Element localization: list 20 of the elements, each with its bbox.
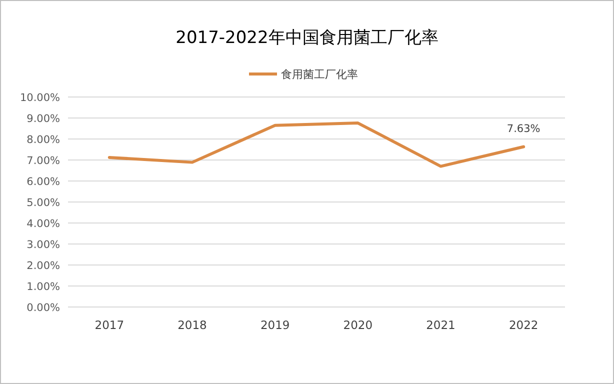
y-tick-label: 6.00% bbox=[26, 176, 60, 188]
y-tick-label: 9.00% bbox=[26, 113, 60, 125]
y-tick-label: 5.00% bbox=[26, 197, 60, 209]
x-tick-label: 2022 bbox=[508, 318, 538, 332]
y-tick-label: 2.00% bbox=[26, 260, 60, 272]
y-tick-label: 7.00% bbox=[26, 155, 60, 167]
y-tick-label: 0.00% bbox=[26, 302, 60, 314]
x-tick-label: 2021 bbox=[426, 318, 456, 332]
x-tick-label: 2018 bbox=[178, 318, 207, 332]
y-tick-label: 3.00% bbox=[26, 239, 60, 251]
y-tick-label: 4.00% bbox=[26, 218, 60, 230]
x-tick-label: 2017 bbox=[94, 318, 124, 332]
x-tick-label: 2020 bbox=[343, 318, 373, 332]
chart-title: 2017-2022年中国食用菌工厂化率 bbox=[176, 28, 438, 48]
y-tick-label: 10.00% bbox=[20, 92, 60, 104]
y-tick-label: 8.00% bbox=[26, 134, 60, 146]
y-tick-label: 1.00% bbox=[26, 281, 60, 293]
legend-label: 食用菌工厂化率 bbox=[281, 68, 358, 81]
x-tick-label: 2019 bbox=[260, 318, 290, 332]
data-label: 7.63% bbox=[506, 122, 540, 135]
